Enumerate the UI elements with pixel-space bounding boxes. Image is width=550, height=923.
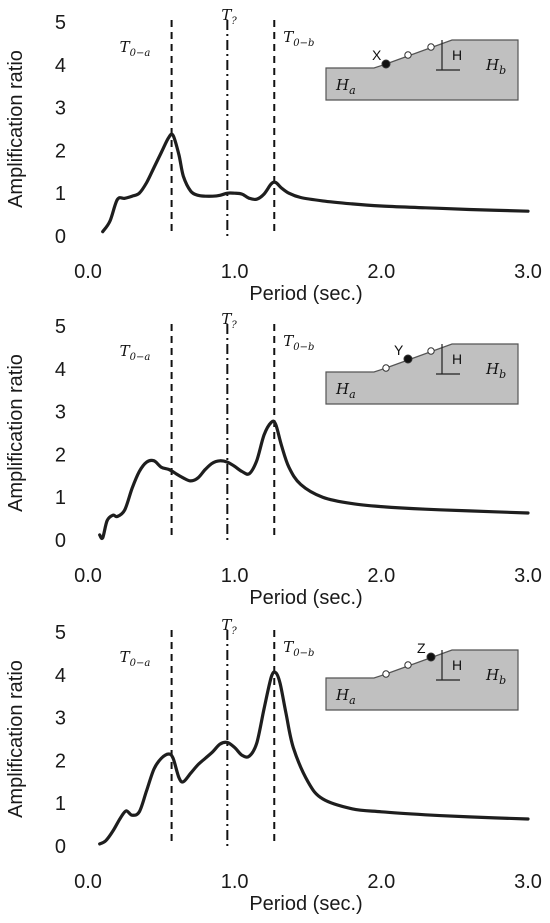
slope-profile (325, 649, 519, 711)
amplification-curve (98, 419, 530, 541)
point-label: Y (394, 342, 404, 358)
x-tick-label: 2.0 (367, 565, 395, 587)
x-tick-label: 2.0 (367, 261, 395, 283)
y-axis-label: Amplification ratio (5, 660, 27, 818)
height-label: H (452, 47, 462, 63)
reference-line-label: T? (221, 616, 237, 637)
x-tick-label: 0.0 (74, 871, 102, 893)
y-tick-label: 1 (55, 793, 66, 815)
amplification-curve (101, 132, 530, 234)
height-label: H (452, 351, 462, 367)
y-tick-label: 3 (55, 402, 66, 424)
slope-profile (325, 39, 519, 101)
x-axis-label: Period (sec.) (249, 587, 362, 609)
slope-profile (325, 343, 519, 405)
observation-point (404, 661, 412, 669)
reference-line-label: T0−a (120, 38, 151, 59)
y-tick-label: 1 (55, 183, 66, 205)
y-tick-label: 0 (55, 226, 66, 248)
observation-point (427, 347, 435, 355)
y-tick-label: 5 (55, 316, 66, 338)
y-tick-label: 4 (55, 665, 66, 687)
x-tick-label: 3.0 (514, 565, 542, 587)
y-tick-label: 1 (55, 487, 66, 509)
observation-point-marked (403, 354, 413, 364)
y-tick-label: 2 (55, 750, 66, 772)
chart-panel-2: 0 1 2 3 4 5 0.0 1.0 2.0 3.0 Period (sec.) Amplifica… (5, 310, 542, 609)
x-tick-label: 0.0 (74, 261, 102, 283)
reference-line-label: T? (221, 6, 237, 27)
height-label: H (452, 657, 462, 673)
observation-point-marked (426, 652, 436, 662)
y-tick-label: 2 (55, 444, 66, 466)
y-tick-label: 4 (55, 55, 66, 77)
y-tick-label: 5 (55, 622, 66, 644)
x-axis-label: Period (sec.) (249, 283, 362, 305)
observation-point (382, 364, 390, 372)
y-tick-label: 4 (55, 359, 66, 381)
point-label: Z (417, 640, 426, 656)
y-tick-label: 3 (55, 98, 66, 120)
reference-line-label: T0−a (120, 648, 151, 669)
x-tick-label: 1.0 (221, 261, 249, 283)
reference-line-label: T0−a (120, 342, 151, 363)
point-label: X (372, 47, 382, 63)
y-tick-label: 5 (55, 12, 66, 34)
observation-point (382, 670, 390, 678)
y-tick-label: 3 (55, 708, 66, 730)
chart-panel-3: 0 1 2 3 4 5 0.0 1.0 2.0 3.0 Period (sec.) Amplifica… (5, 616, 542, 915)
y-axis-label: Amplification ratio (5, 50, 27, 208)
reference-line-label: T0−b (283, 28, 314, 49)
chart-panel-1: 0 1 2 3 4 5 0.0 1.0 2.0 3.0 Period (sec.) Amplifica… (5, 6, 542, 305)
reference-line-label: T0−b (283, 638, 314, 659)
observation-point-marked (381, 59, 391, 69)
x-tick-label: 1.0 (221, 565, 249, 587)
x-axis-label: Period (sec.) (249, 893, 362, 915)
observation-point (427, 43, 435, 51)
y-tick-label: 0 (55, 836, 66, 858)
y-axis-label: Amplification ratio (5, 354, 27, 512)
x-tick-label: 3.0 (514, 261, 542, 283)
amplification-curve (98, 670, 530, 846)
y-tick-label: 2 (55, 140, 66, 162)
x-tick-label: 1.0 (221, 871, 249, 893)
y-tick-label: 0 (55, 530, 66, 552)
observation-point (404, 51, 412, 59)
reference-line-label: T? (221, 310, 237, 331)
reference-line-label: T0−b (283, 332, 314, 353)
x-tick-label: 3.0 (514, 871, 542, 893)
x-tick-label: 2.0 (367, 871, 395, 893)
x-tick-label: 0.0 (74, 565, 102, 587)
